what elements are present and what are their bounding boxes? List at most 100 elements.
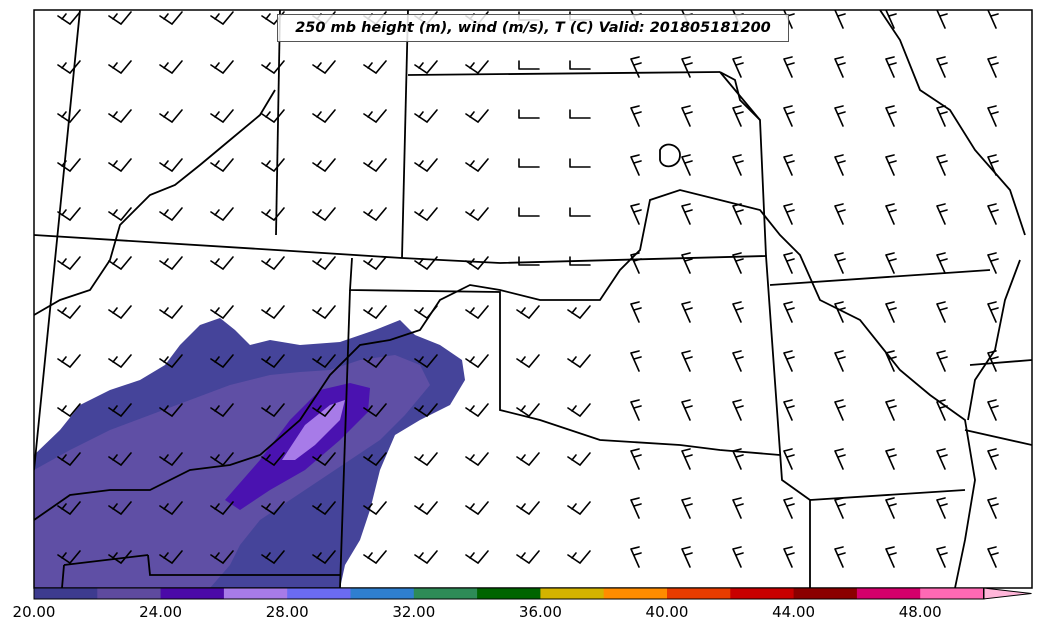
wind-barb <box>630 399 642 421</box>
colorbar-extend-arrow <box>983 587 1032 600</box>
wind-barb <box>57 452 81 467</box>
wind-barb <box>783 399 795 421</box>
wind-barb <box>936 252 948 274</box>
wind-barb <box>414 354 438 369</box>
wind-barb <box>108 403 132 418</box>
wind-barb <box>516 354 540 369</box>
wind-barb <box>312 60 336 75</box>
wind-barb <box>630 56 642 78</box>
wind-barb <box>210 305 234 320</box>
wind-barb <box>414 452 438 467</box>
wind-barb <box>681 546 693 568</box>
wind-barb <box>312 550 336 565</box>
wind-barb <box>834 350 846 372</box>
wind-barb <box>159 158 183 173</box>
wind-barb <box>516 550 540 565</box>
wind-barb <box>936 350 948 372</box>
wind-barb <box>567 403 591 418</box>
wind-barb <box>732 546 744 568</box>
wind-barb <box>261 550 285 565</box>
wind-barb <box>936 105 948 127</box>
wind-barb <box>936 301 948 323</box>
wind-barb <box>57 109 81 124</box>
wind-barb <box>108 109 132 124</box>
wind-barb <box>261 207 285 222</box>
wind-barb <box>516 501 540 516</box>
wind-barb <box>465 452 489 467</box>
wind-barb <box>57 207 81 222</box>
wind-barbs <box>57 10 999 568</box>
wind-barb <box>567 354 591 369</box>
wind-barb <box>630 105 642 127</box>
wind-barb <box>987 203 999 225</box>
wind-barb <box>885 56 897 78</box>
colorbar-segment <box>477 588 541 599</box>
wind-barb <box>732 154 744 176</box>
map-title: 250 mb height (m), wind (m/s), T (C) Val… <box>277 14 789 42</box>
wind-barb <box>569 256 591 266</box>
wind-barb <box>987 350 999 372</box>
colorbar <box>34 587 1032 600</box>
wind-barb <box>885 546 897 568</box>
wind-barb <box>57 354 81 369</box>
wind-barb <box>414 207 438 222</box>
wind-barb <box>414 501 438 516</box>
wind-barb <box>885 301 897 323</box>
wind-barb <box>261 60 285 75</box>
wind-barb <box>783 252 795 274</box>
colorbar-segment <box>793 588 858 599</box>
wind-barb <box>885 350 897 372</box>
colorbar-tick-label: 44.00 <box>772 603 816 621</box>
wind-barb <box>834 497 846 519</box>
wind-barb <box>516 452 540 467</box>
colorbar-tick-label: 36.00 <box>518 603 562 621</box>
wind-barb <box>987 301 999 323</box>
colorbar-tick-label: 32.00 <box>392 603 436 621</box>
wind-barb <box>108 60 132 75</box>
wind-barb <box>312 403 336 418</box>
colorbar-tick-label: 24.00 <box>139 603 183 621</box>
wind-barb <box>732 105 744 127</box>
wind-barb <box>783 350 795 372</box>
wind-barb <box>885 105 897 127</box>
wind-barb <box>57 403 81 418</box>
wind-barb <box>363 550 387 565</box>
wind-barb <box>159 256 183 271</box>
wind-barb <box>363 403 387 418</box>
wind-barb <box>630 252 642 274</box>
wind-barb <box>465 60 489 75</box>
wind-barb <box>465 256 489 271</box>
wind-barb <box>783 546 795 568</box>
colorbar-segment <box>413 588 478 599</box>
wind-barb <box>312 256 336 271</box>
wind-barb <box>936 497 948 519</box>
wind-barb <box>987 154 999 176</box>
wind-barb <box>414 109 438 124</box>
wind-barb <box>210 207 234 222</box>
wind-barb <box>987 10 999 29</box>
wind-barb <box>732 448 744 470</box>
wind-barb <box>414 403 438 418</box>
wind-barb <box>681 399 693 421</box>
wind-barb <box>159 452 183 467</box>
wind-barb <box>312 109 336 124</box>
wind-barb <box>159 207 183 222</box>
wind-barb <box>834 546 846 568</box>
colorbar-segment <box>856 588 921 599</box>
wind-barb <box>732 252 744 274</box>
colorbar-segment <box>97 588 162 599</box>
wind-barb <box>681 252 693 274</box>
wind-barb <box>210 158 234 173</box>
wind-barb <box>681 56 693 78</box>
wind-barb <box>57 158 81 173</box>
wind-barb <box>108 305 132 320</box>
wind-barb <box>567 501 591 516</box>
wind-barb <box>783 497 795 519</box>
wind-barb <box>261 256 285 271</box>
wind-barb <box>159 550 183 565</box>
wind-barb <box>312 354 336 369</box>
wind-barb <box>834 10 846 29</box>
wind-barb <box>414 256 438 271</box>
wind-barb <box>681 301 693 323</box>
